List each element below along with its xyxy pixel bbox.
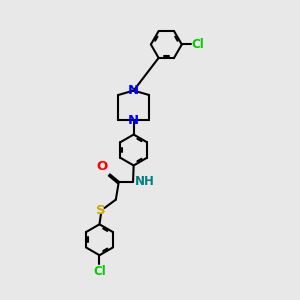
Text: O: O — [96, 160, 107, 173]
Text: N: N — [128, 84, 139, 97]
Text: N: N — [128, 114, 139, 127]
Text: NH: NH — [134, 175, 154, 188]
Text: Cl: Cl — [93, 265, 106, 278]
Text: Cl: Cl — [192, 38, 204, 51]
Text: S: S — [96, 203, 106, 217]
